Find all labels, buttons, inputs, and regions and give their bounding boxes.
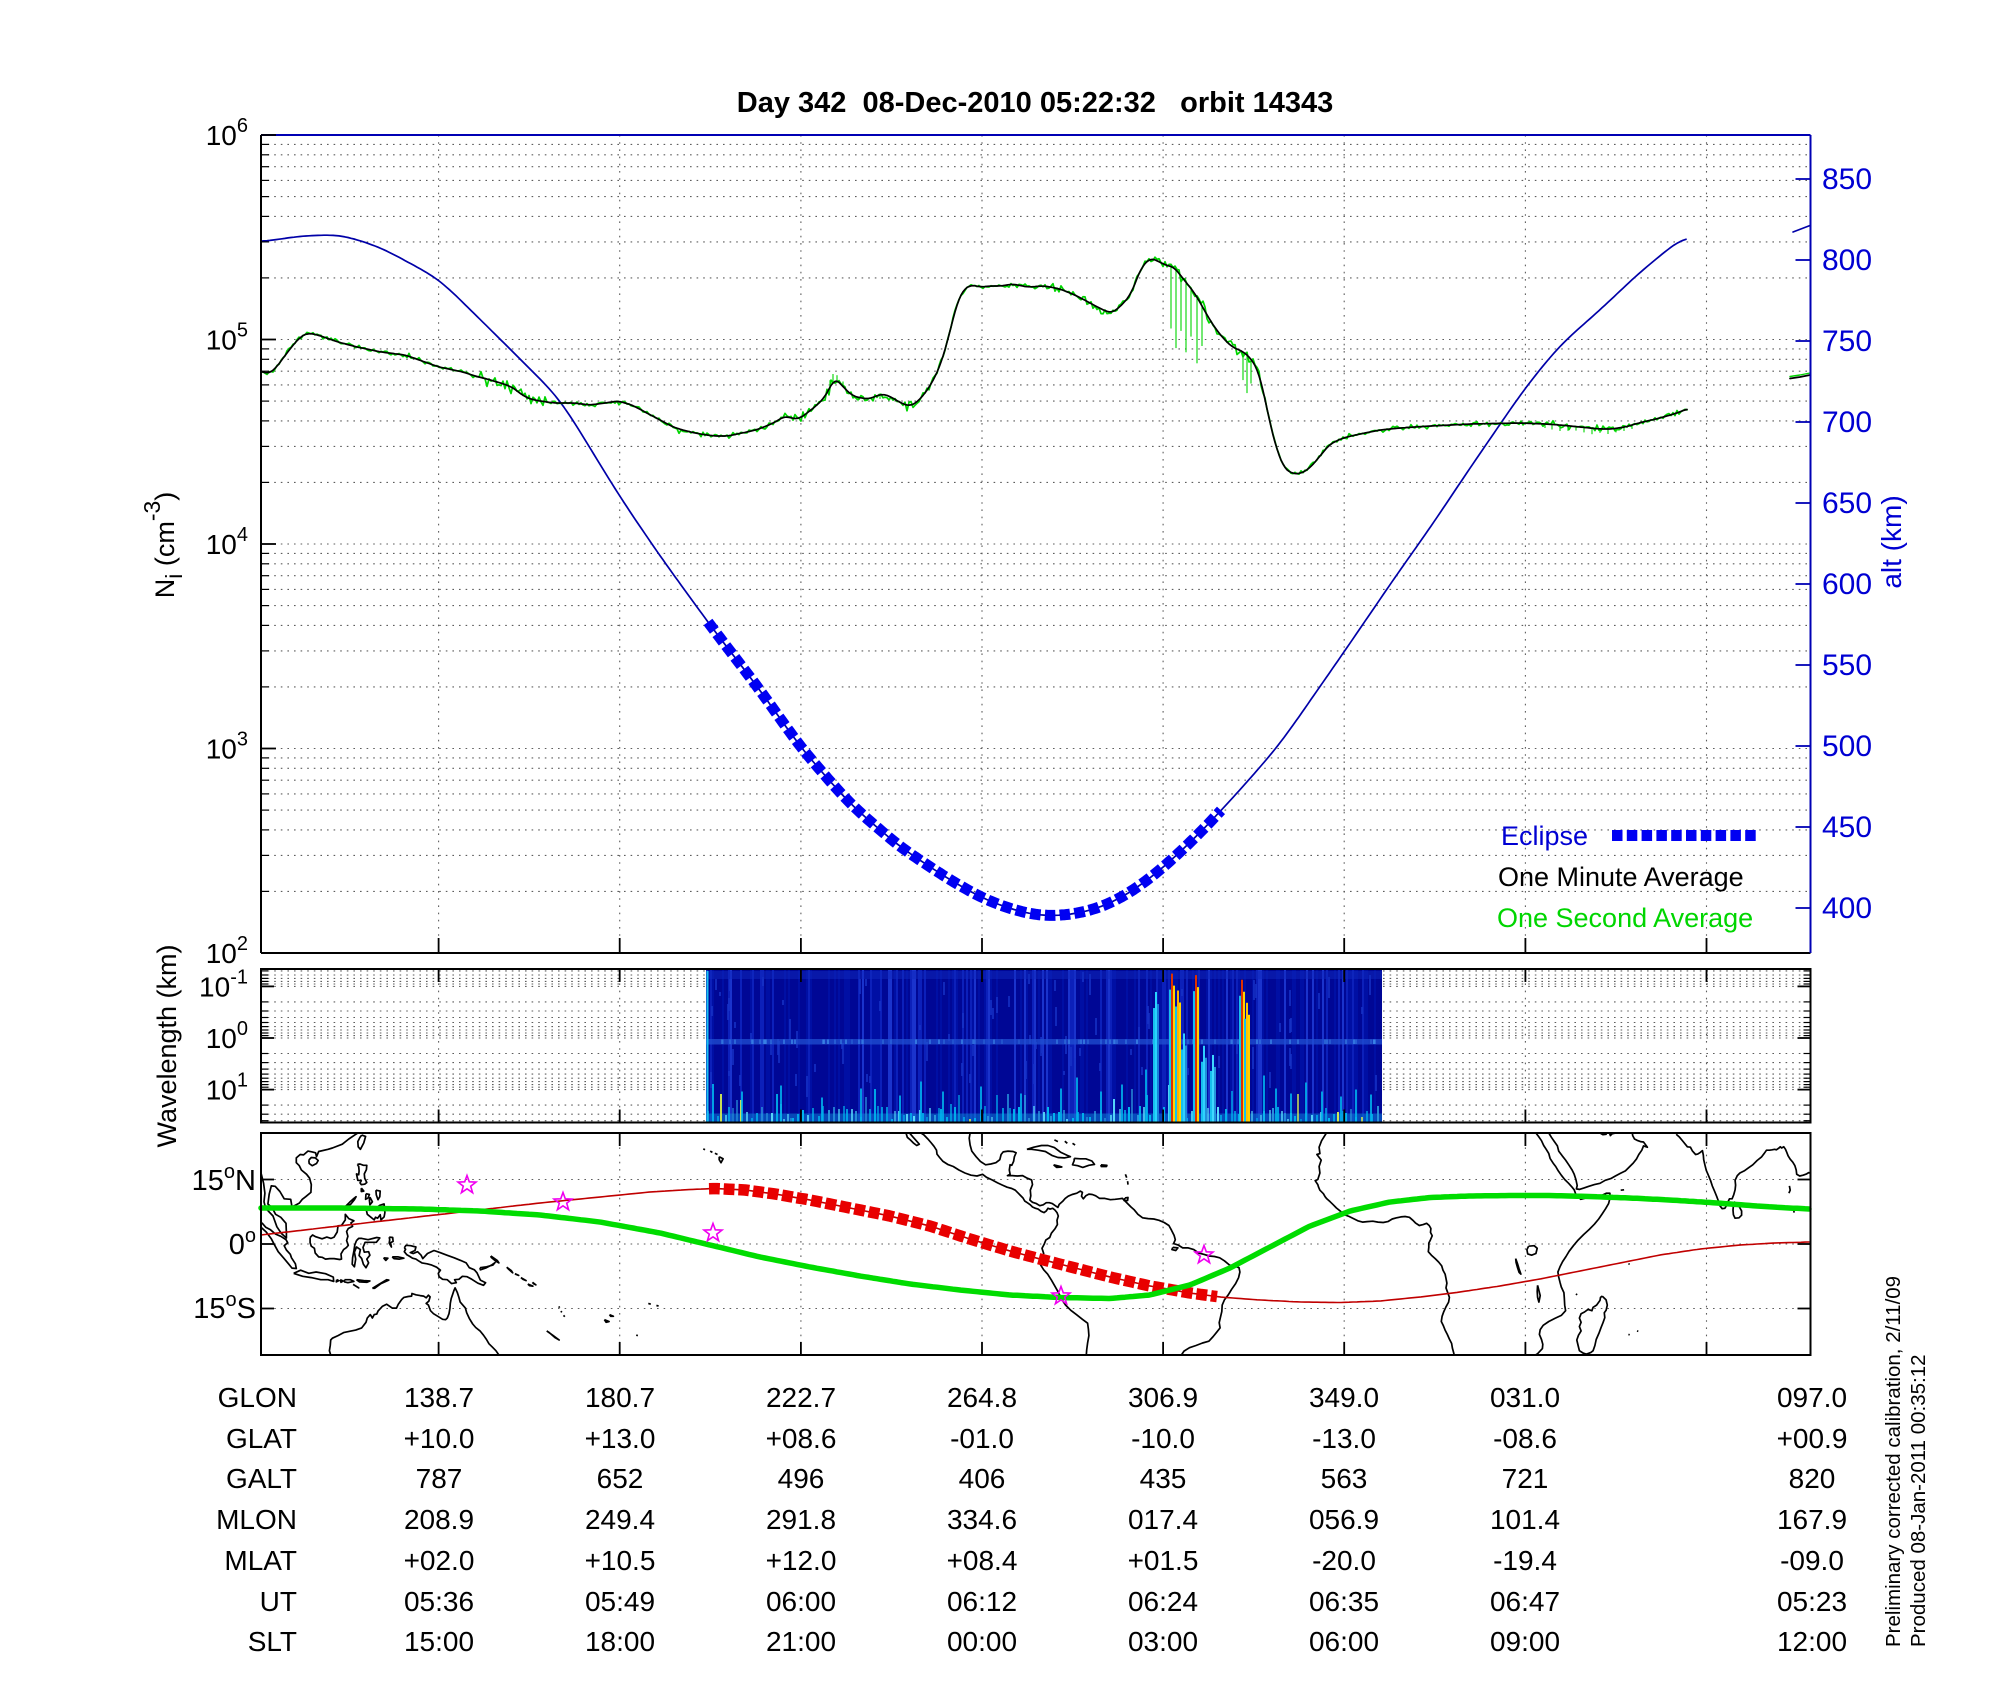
svg-text:+10.5: +10.5 [585, 1545, 656, 1576]
svg-text:06:00: 06:00 [766, 1586, 836, 1617]
svg-text:06:35: 06:35 [1309, 1586, 1379, 1617]
svg-text:249.4: 249.4 [585, 1504, 655, 1535]
svg-text:334.6: 334.6 [947, 1504, 1017, 1535]
svg-text:05:23: 05:23 [1777, 1586, 1847, 1617]
svg-text:138.7: 138.7 [404, 1382, 474, 1413]
svg-text:550: 550 [1822, 649, 1872, 682]
svg-text:306.9: 306.9 [1128, 1382, 1198, 1413]
svg-text:056.9: 056.9 [1309, 1504, 1379, 1535]
svg-text:SLT: SLT [248, 1626, 297, 1657]
svg-text:563: 563 [1321, 1463, 1368, 1494]
svg-text:GLON: GLON [218, 1382, 297, 1413]
svg-text:MLON: MLON [216, 1504, 297, 1535]
svg-text:One Second Average: One Second Average [1497, 903, 1753, 933]
svg-text:+01.5: +01.5 [1128, 1545, 1199, 1576]
svg-text:-01.0: -01.0 [950, 1423, 1014, 1454]
svg-text:MLAT: MLAT [224, 1545, 297, 1576]
svg-text:652: 652 [597, 1463, 644, 1494]
svg-text:Eclipse: Eclipse [1501, 821, 1588, 851]
svg-text:15oN: 15oN [192, 1161, 256, 1197]
svg-text:750: 750 [1822, 325, 1872, 358]
svg-text:017.4: 017.4 [1128, 1504, 1198, 1535]
svg-text:GALT: GALT [226, 1463, 297, 1494]
svg-text:-19.4: -19.4 [1493, 1545, 1557, 1576]
svg-text:05:49: 05:49 [585, 1586, 655, 1617]
svg-text:06:00: 06:00 [1309, 1626, 1379, 1657]
svg-text:496: 496 [778, 1463, 825, 1494]
svg-text:-09.0: -09.0 [1780, 1545, 1844, 1576]
svg-text:+08.6: +08.6 [766, 1423, 837, 1454]
svg-text:21:00: 21:00 [766, 1626, 836, 1657]
svg-text:400: 400 [1822, 892, 1872, 925]
svg-text:208.9: 208.9 [404, 1504, 474, 1535]
svg-text:06:47: 06:47 [1490, 1586, 1560, 1617]
svg-text:349.0: 349.0 [1309, 1382, 1379, 1413]
svg-text:850: 850 [1822, 163, 1872, 196]
svg-text:GLAT: GLAT [226, 1423, 297, 1454]
svg-text:222.7: 222.7 [766, 1382, 836, 1413]
svg-text:Preliminary corrected calibrat: Preliminary corrected calibration, 2/11/… [1882, 1276, 1905, 1647]
svg-text:+00.9: +00.9 [1777, 1423, 1848, 1454]
svg-text:406: 406 [959, 1463, 1006, 1494]
svg-text:09:00: 09:00 [1490, 1626, 1560, 1657]
svg-text:700: 700 [1822, 406, 1872, 439]
svg-text:500: 500 [1822, 730, 1872, 763]
svg-text:Day 342 08-Dec-2010 05:22:32: Day 342 08-Dec-2010 05:22:32 orbit 14343 [737, 87, 1333, 119]
svg-text:650: 650 [1822, 487, 1872, 520]
svg-text:One Minute Average: One Minute Average [1498, 862, 1744, 892]
svg-text:264.8: 264.8 [947, 1382, 1017, 1413]
svg-text:+08.4: +08.4 [947, 1545, 1018, 1576]
svg-text:787: 787 [416, 1463, 463, 1494]
svg-text:00:00: 00:00 [947, 1626, 1017, 1657]
svg-text:450: 450 [1822, 811, 1872, 844]
svg-text:05:36: 05:36 [404, 1586, 474, 1617]
svg-text:435: 435 [1140, 1463, 1187, 1494]
svg-text:031.0: 031.0 [1490, 1382, 1560, 1413]
svg-text:+10.0: +10.0 [404, 1423, 475, 1454]
svg-text:106: 106 [206, 115, 248, 151]
svg-text:097.0: 097.0 [1777, 1382, 1847, 1413]
svg-text:18:00: 18:00 [585, 1626, 655, 1657]
svg-text:06:12: 06:12 [947, 1586, 1017, 1617]
svg-text:Produced 08-Jan-2011 00:35:12: Produced 08-Jan-2011 00:35:12 [1907, 1354, 1930, 1647]
svg-text:291.8: 291.8 [766, 1504, 836, 1535]
svg-text:03:00: 03:00 [1128, 1626, 1198, 1657]
svg-text:06:24: 06:24 [1128, 1586, 1198, 1617]
svg-text:721: 721 [1502, 1463, 1549, 1494]
svg-text:alt (km): alt (km) [1876, 495, 1907, 588]
svg-text:+12.0: +12.0 [766, 1545, 837, 1576]
svg-text:820: 820 [1789, 1463, 1836, 1494]
svg-text:600: 600 [1822, 568, 1872, 601]
svg-text:UT: UT [260, 1586, 297, 1617]
svg-text:Wavelength (km): Wavelength (km) [152, 944, 182, 1147]
svg-text:-10.0: -10.0 [1131, 1423, 1195, 1454]
svg-text:15oS: 15oS [193, 1289, 256, 1325]
svg-text:12:00: 12:00 [1777, 1626, 1847, 1657]
svg-text:-08.6: -08.6 [1493, 1423, 1557, 1454]
svg-text:-13.0: -13.0 [1312, 1423, 1376, 1454]
svg-text:101.4: 101.4 [1490, 1504, 1560, 1535]
svg-text:-20.0: -20.0 [1312, 1545, 1376, 1576]
svg-text:+02.0: +02.0 [404, 1545, 475, 1576]
svg-text:15:00: 15:00 [404, 1626, 474, 1657]
svg-text:800: 800 [1822, 244, 1872, 277]
svg-text:180.7: 180.7 [585, 1382, 655, 1413]
svg-text:+13.0: +13.0 [585, 1423, 656, 1454]
svg-text:167.9: 167.9 [1777, 1504, 1847, 1535]
